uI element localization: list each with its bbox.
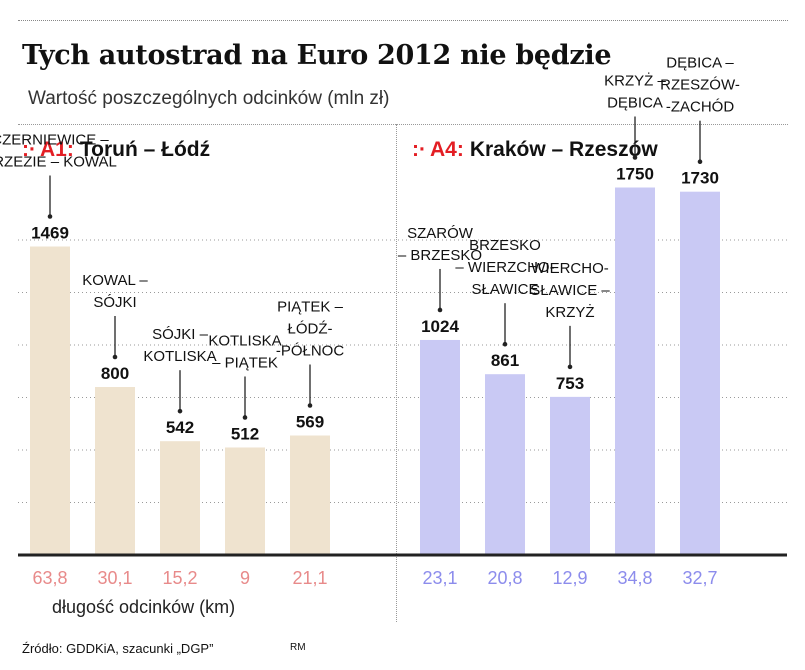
length-label: 15,2 — [162, 568, 197, 588]
data-label: 569 — [296, 413, 324, 432]
data-label: 1750 — [616, 165, 654, 184]
length-label: 12,9 — [552, 568, 587, 588]
bar-category-label: KOTLISKA — [208, 332, 281, 349]
length-label: 20,8 — [487, 568, 522, 588]
data-label: 861 — [491, 351, 519, 370]
length-label: 23,1 — [422, 568, 457, 588]
length-label: 63,8 — [32, 568, 67, 588]
bar-category-label: -PÓŁNOC — [276, 343, 345, 360]
leader-dot — [47, 214, 53, 219]
section-marker-icon: :· — [412, 138, 426, 161]
leader-dot — [437, 307, 443, 313]
bar-category-label: – BRZESKO — [398, 247, 482, 264]
bar-category-label: KOWAL – — [82, 272, 148, 289]
leader-dot — [697, 159, 703, 164]
data-label: 753 — [556, 374, 584, 393]
bar-category-label: CZERNIEWICE – — [0, 132, 109, 149]
chart-subtitle: Wartość poszczególnych odcinków (mln zł) — [28, 88, 390, 109]
data-label: 542 — [166, 418, 194, 437]
data-label: 1024 — [421, 317, 459, 336]
bar-category-label: BRZEZIE – KOWAL — [0, 154, 117, 171]
bar — [615, 187, 655, 555]
data-label: 1469 — [31, 224, 69, 243]
leader-dot — [632, 155, 638, 160]
bar — [550, 396, 590, 555]
leader-dot — [502, 341, 508, 347]
length-label: 9 — [240, 568, 250, 588]
bar-category-label: DĘBICA – — [666, 55, 734, 72]
bar — [95, 387, 135, 555]
section-road-a4: A4: — [430, 138, 464, 161]
length-axis-label: długość odcinków (km) — [52, 597, 236, 617]
data-label: 800 — [101, 364, 129, 383]
bar-category-label: RZESZÓW- — [660, 77, 740, 94]
bar-category-label: -ZACHÓD — [666, 99, 734, 116]
section-route-a4: Kraków – Rzeszów — [469, 138, 658, 161]
length-label: 30,1 — [97, 568, 132, 588]
leader-dot — [177, 408, 183, 414]
leader-dot — [242, 415, 248, 420]
section-title-a4: :· A4: Kraków – Rzeszów — [412, 138, 658, 162]
section-road-a1: A1: — [40, 138, 74, 161]
bar-category-label: BRZESKO — [469, 237, 541, 254]
header-divider — [18, 124, 788, 125]
bar-category-label: SŁAWICE – — [530, 282, 610, 299]
bar — [420, 339, 460, 555]
bar-category-label: – WIERZCHO- — [455, 259, 554, 276]
bar — [30, 246, 70, 555]
length-label: 21,1 — [292, 568, 327, 588]
chart-title: Tych autostrad na Euro 2012 nie będzie — [22, 40, 612, 71]
bar-category-label: KRZYŻ – — [604, 72, 666, 90]
bar-category-label: DĘBICA — [607, 95, 663, 112]
source-note: Źródło: GDDKiA, szacunki „DGP” — [22, 641, 214, 656]
bar-category-label: KOTLISKA — [143, 348, 216, 365]
length-label: 32,7 — [682, 568, 717, 588]
leader-dot — [567, 364, 573, 370]
author-credit: RM — [290, 642, 306, 653]
bar-category-label: ŁÓDŹ- — [288, 321, 333, 338]
bar-category-label: PIĄTEK – — [277, 299, 344, 316]
bar-category-label: SÓJKI – — [152, 326, 209, 343]
bar-category-label: SZARÓW — [407, 225, 474, 242]
bar — [160, 441, 200, 555]
leader-dot — [307, 403, 313, 408]
top-rule — [18, 20, 788, 21]
bar-category-label: KRZYŻ — [545, 303, 594, 321]
leader-dot — [112, 354, 118, 360]
data-label: 512 — [231, 424, 259, 443]
bar — [290, 435, 330, 555]
bar — [225, 447, 265, 555]
section-route-a1: Toruń – Łódź — [79, 138, 211, 161]
section-title-a1: :· A1: Toruń – Łódź — [22, 138, 210, 162]
bar — [680, 191, 720, 555]
section-marker-icon: :· — [22, 138, 36, 161]
section-divider — [396, 124, 397, 622]
data-label: 1730 — [681, 169, 719, 188]
bar-category-label: – PIĄTEK — [212, 354, 278, 371]
bar-category-label: WIERCHO- — [531, 260, 609, 277]
length-label: 34,8 — [617, 568, 652, 588]
bar-category-label: SÓJKI — [93, 294, 136, 311]
bar — [485, 374, 525, 555]
bar-category-label: SŁAWICE — [472, 281, 539, 298]
